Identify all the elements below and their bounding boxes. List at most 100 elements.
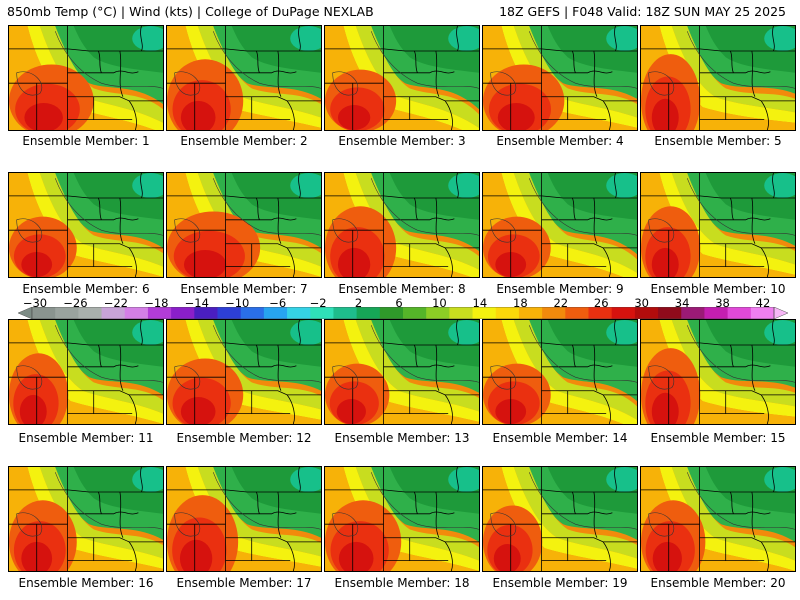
colorbar-segment — [287, 307, 311, 319]
field-fill — [671, 320, 795, 407]
temperature-field-map — [641, 173, 795, 277]
colorbar-tick-label: −30 — [22, 296, 48, 310]
temperature-contours — [490, 31, 637, 96]
temperature-contours — [648, 31, 795, 96]
colorbar-tick-label: −6 — [269, 296, 287, 310]
field-fill — [337, 247, 371, 277]
colorbar-tick-label: 6 — [395, 296, 403, 310]
temperature-contours — [16, 472, 163, 537]
temperature-contours — [332, 31, 479, 96]
temperature-contours — [16, 31, 163, 96]
colorbar-tick-label: −18 — [144, 296, 169, 310]
field-fill — [355, 467, 479, 561]
colorbar-segment — [634, 307, 659, 319]
ensemble-member-label: Ensemble Member: 18 — [334, 576, 470, 590]
colorbar-segment — [588, 307, 613, 319]
ensemble-map-panel — [166, 172, 322, 278]
state-borders — [325, 26, 479, 130]
ensemble-member-label: Ensemble Member: 11 — [18, 431, 154, 445]
colorbar-segment — [333, 307, 358, 319]
field-fill — [290, 26, 321, 51]
temperature-contours — [490, 325, 637, 390]
field-fill — [336, 399, 366, 424]
temperature-contours — [174, 472, 321, 537]
colorbar-segment — [472, 307, 497, 319]
colorbar-segment — [449, 307, 474, 319]
ensemble-map-panel — [482, 25, 638, 131]
ensemble-map-panel — [324, 25, 480, 131]
field-fill — [355, 320, 479, 412]
colorbar-segment — [403, 307, 427, 319]
colorbar-right-arrow — [773, 307, 788, 319]
colorbar-segment — [518, 307, 543, 319]
field-fill — [513, 467, 637, 559]
field-fill — [606, 320, 637, 345]
field-fill — [355, 26, 479, 128]
ensemble-member-label: Ensemble Member: 14 — [492, 431, 628, 445]
temperature-contours — [16, 325, 163, 390]
colorbar-tick-label: 18 — [513, 296, 528, 310]
colorbar-segment — [704, 307, 729, 319]
colorbar-segment — [32, 307, 56, 319]
ensemble-map-panel — [166, 25, 322, 131]
ensemble-map-panel — [166, 319, 322, 425]
temperature-contours — [174, 325, 321, 390]
ensemble-map-panel — [482, 319, 638, 425]
state-borders — [9, 320, 163, 424]
temperature-contours — [174, 178, 321, 243]
ensemble-member-label: Ensemble Member: 13 — [334, 431, 470, 445]
temperature-contours — [490, 178, 637, 243]
ensemble-member-label: Ensemble Member: 5 — [654, 134, 782, 148]
field-fill — [764, 173, 795, 198]
colorbar-tick-label: 30 — [634, 296, 649, 310]
field-fill — [651, 98, 679, 130]
temperature-field-map — [325, 467, 479, 571]
state-borders — [167, 26, 321, 130]
field-fill — [337, 105, 371, 130]
colorbar-segment — [310, 307, 334, 319]
temperature-field-map — [9, 320, 163, 424]
ensemble-member-label: Ensemble Member: 17 — [176, 576, 312, 590]
ensemble-member-label: Ensemble Member: 12 — [176, 431, 312, 445]
state-borders — [325, 467, 479, 571]
colorbar-segment — [727, 307, 752, 319]
colorbar-segment — [124, 307, 149, 319]
field-fill — [290, 467, 321, 492]
temperature-contours — [332, 178, 479, 243]
ensemble-map-panel — [482, 466, 638, 572]
field-fill — [764, 467, 795, 492]
field-fill — [671, 173, 795, 265]
temperature-contours — [332, 325, 479, 390]
colorbar-tick-label: 22 — [553, 296, 569, 310]
field-fill — [652, 541, 682, 571]
ensemble-member-label: Ensemble Member: 15 — [650, 431, 786, 445]
field-fill — [180, 396, 216, 424]
temperature-field-map — [641, 320, 795, 424]
ensemble-member-label: Ensemble Member: 7 — [180, 282, 308, 296]
field-fill — [606, 173, 637, 198]
colorbar-segment — [658, 307, 682, 319]
state-borders — [9, 173, 163, 277]
ensemble-member-label: Ensemble Member: 3 — [338, 134, 466, 148]
temperature-field-map — [9, 173, 163, 277]
ensemble-map-panel — [640, 319, 796, 425]
temperature-contours — [16, 178, 163, 243]
temperature-field-map — [325, 320, 479, 424]
field-fill — [651, 247, 679, 277]
ensemble-member-label: Ensemble Member: 10 — [650, 282, 786, 296]
temperature-field-map — [641, 26, 795, 130]
field-fill — [448, 320, 479, 345]
ensemble-member-label: Ensemble Member: 6 — [22, 282, 150, 296]
colorbar-left-arrow — [18, 307, 33, 319]
temperature-contours — [490, 472, 637, 537]
ensemble-map-panel — [640, 466, 796, 572]
run-valid-time: 18Z GEFS | F048 Valid: 18Z SUN MAY 25 20… — [499, 4, 786, 19]
colorbar-segment — [750, 307, 775, 319]
temperature-field-map — [167, 173, 321, 277]
ensemble-map-panel — [166, 466, 322, 572]
temperature-field-map — [641, 467, 795, 571]
colorbar-tick-label: 14 — [472, 296, 488, 310]
colorbar-tick-label: −26 — [63, 296, 88, 310]
colorbar-segment — [681, 307, 705, 319]
ensemble-member-label: Ensemble Member: 9 — [496, 282, 624, 296]
